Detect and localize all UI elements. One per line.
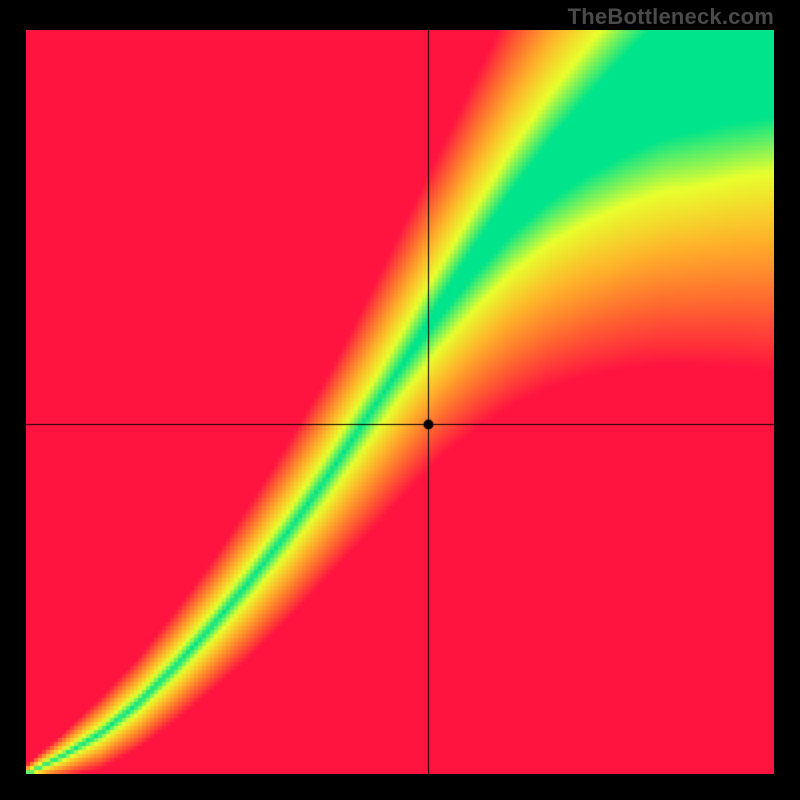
chart-wrapper: TheBottleneck.com — [0, 0, 800, 800]
watermark-text: TheBottleneck.com — [568, 4, 774, 30]
heatmap-plot — [26, 30, 774, 774]
heatmap-canvas — [26, 30, 774, 774]
